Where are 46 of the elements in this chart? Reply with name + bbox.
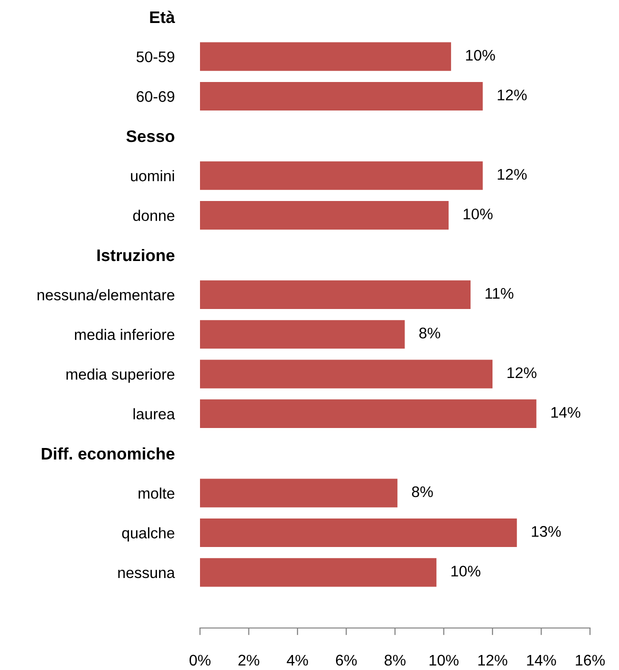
y-tick-label: Età xyxy=(150,10,176,24)
y-tick-label: media inferiore xyxy=(74,328,174,340)
data-label: 8% xyxy=(412,486,433,498)
bar xyxy=(200,161,483,190)
data-label: 10% xyxy=(466,50,495,61)
y-tick-label: Diff. economiche xyxy=(42,447,174,460)
y-tick-label: molte xyxy=(138,488,174,499)
bar xyxy=(200,82,483,111)
y-tick-label: donne xyxy=(133,210,174,221)
data-label: 10% xyxy=(464,208,493,220)
y-tick-label: nessuna/elementare xyxy=(38,289,174,300)
x-tick-label: 14% xyxy=(527,654,556,666)
x-tick-label: 4% xyxy=(286,654,308,666)
y-tick-label: media superiore xyxy=(66,368,174,383)
bar xyxy=(200,201,449,230)
data-label: 11% xyxy=(486,288,514,299)
data-label: 12% xyxy=(498,90,527,100)
data-label: 12% xyxy=(498,168,527,180)
data-label: 12% xyxy=(508,367,536,378)
x-tick-label: 10% xyxy=(430,654,458,666)
x-tick-label: 12% xyxy=(478,654,508,666)
data-label: 14% xyxy=(551,407,580,418)
y-tick-label: 50-59 xyxy=(136,51,174,62)
x-tick-label: 2% xyxy=(238,654,260,666)
y-tick-label: qualche xyxy=(122,527,174,542)
bar xyxy=(200,518,517,548)
x-tick-label: 6% xyxy=(336,654,357,666)
bar xyxy=(200,360,492,388)
bar xyxy=(200,320,405,349)
y-tick-label: Sesso xyxy=(126,130,174,142)
bar xyxy=(200,478,398,508)
data-label: 13% xyxy=(532,526,561,537)
y-tick-label: Istruzione xyxy=(97,248,174,262)
data-label: 10% xyxy=(451,566,480,577)
x-tick-label: 16% xyxy=(576,654,605,666)
y-tick-label: 60-69 xyxy=(136,91,174,102)
data-label: 8% xyxy=(419,328,440,338)
x-tick-label: 8% xyxy=(384,654,406,666)
bar xyxy=(200,280,471,309)
y-tick-label: uomini xyxy=(130,170,174,182)
x-tick-label: 0% xyxy=(190,654,210,666)
bar xyxy=(200,399,536,428)
bar xyxy=(200,42,452,71)
y-tick-label: laurea xyxy=(134,408,176,420)
y-tick-label: nessuna xyxy=(118,570,176,578)
bar xyxy=(200,558,436,587)
